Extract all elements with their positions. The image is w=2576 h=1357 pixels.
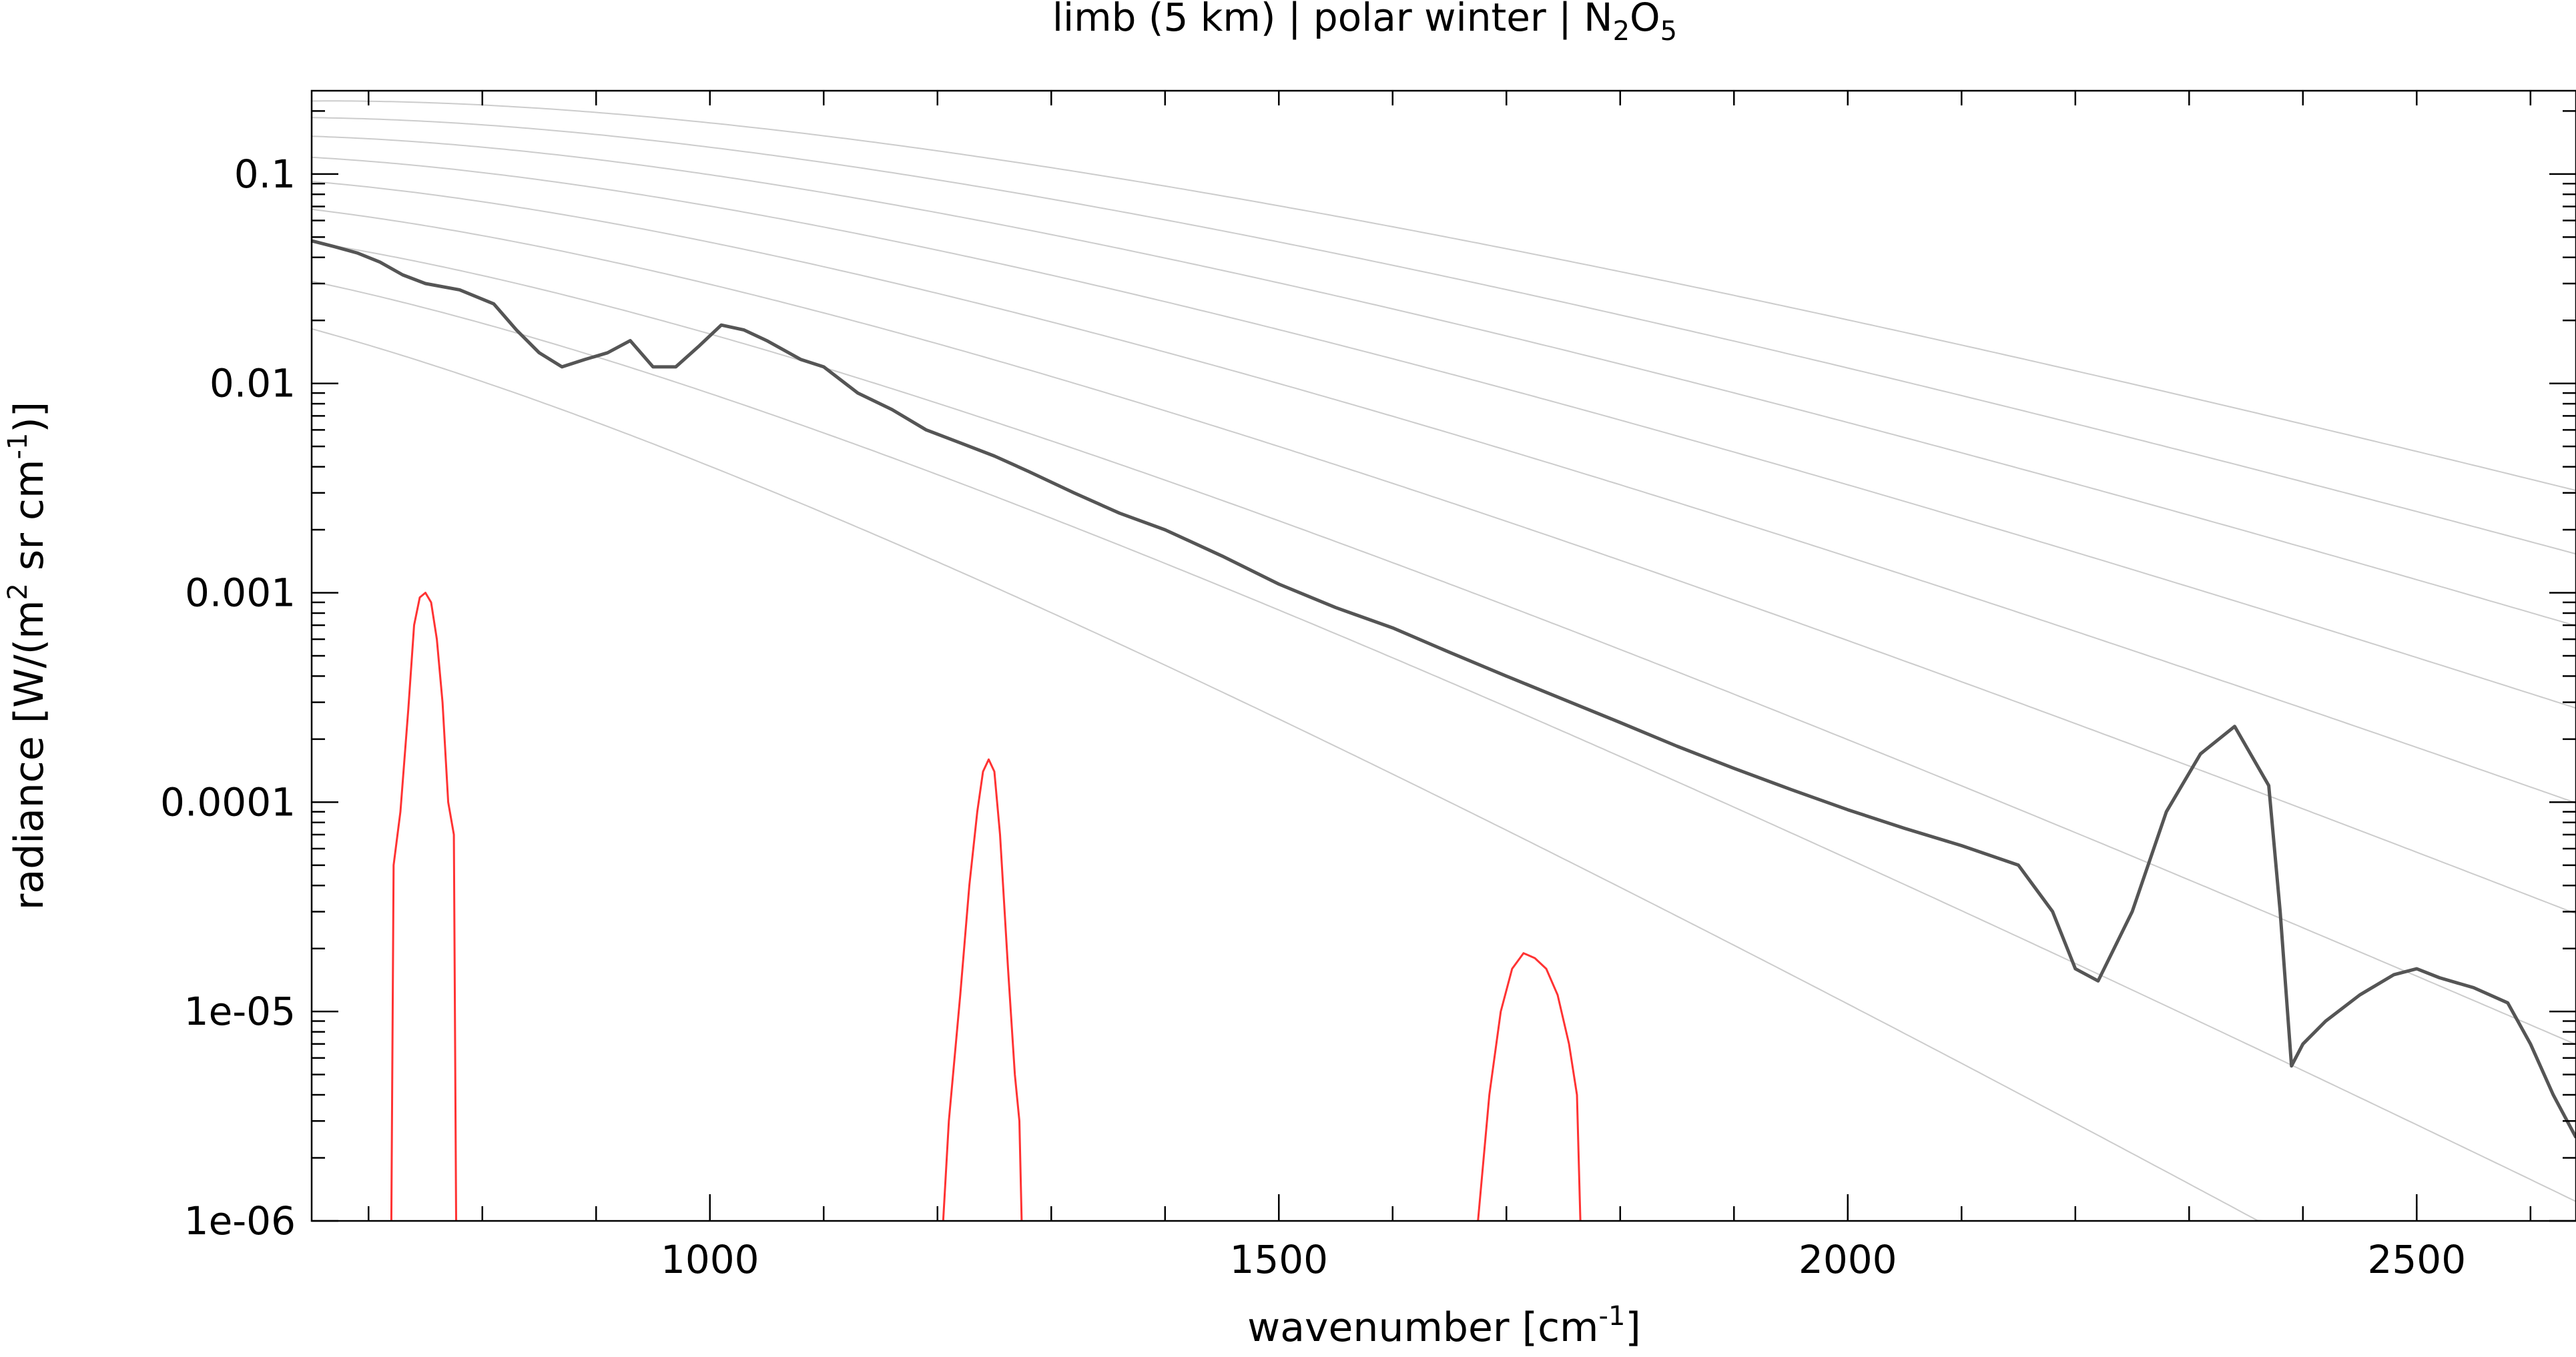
y-axis: 0.1 0.01 0.001 0.0001 1e-05 1e-06: [160, 110, 2576, 1244]
x-axis: 1000 1500 2000 2500: [368, 91, 2532, 1282]
planck-curve-180K: [311, 328, 2525, 1222]
planck-curve-260K: [311, 181, 2576, 804]
filter-3-line: [1477, 952, 1582, 1222]
reference-curves: [311, 100, 2576, 1222]
chart-title: limb (5 km) | polar winter | N2O5: [1052, 0, 1677, 47]
y-tick-label: 1e-05: [184, 989, 296, 1034]
y-tick-label: 0.1: [234, 151, 296, 197]
y-tick-label: 0.001: [185, 570, 296, 616]
x-tick-label: 2000: [1799, 1237, 1897, 1282]
x-axis-label: wavenumber [cm-1]: [1247, 1301, 1641, 1351]
planck-curve-280K: [311, 156, 2576, 709]
y-axis-label: radiance [W/(m2 sr cm-1)]: [3, 402, 53, 910]
y-tick-label: 1e-06: [184, 1198, 296, 1244]
planck-curve-300K: [311, 135, 2576, 627]
x-tick-label: 1500: [1229, 1237, 1328, 1282]
planck-curve-220K: [311, 242, 2576, 1045]
x-tick-label: 1000: [661, 1237, 759, 1282]
y-tick-label: 0.01: [210, 361, 296, 406]
filter-2-line: [942, 758, 1023, 1222]
planck-curve-200K: [311, 280, 2576, 1202]
planck-curve-340K: [312, 100, 2576, 492]
x-tick-label: 2500: [2367, 1237, 2466, 1282]
plot-frame: [310, 89, 2576, 1222]
spectrum-line: [311, 239, 2576, 1139]
y-tick-label: 0.0001: [160, 779, 296, 825]
planck-curve-240K: [311, 208, 2576, 915]
series-group: [311, 239, 2576, 1222]
filter-1-line: [390, 592, 457, 1222]
planck-curve-320K: [311, 117, 2576, 555]
